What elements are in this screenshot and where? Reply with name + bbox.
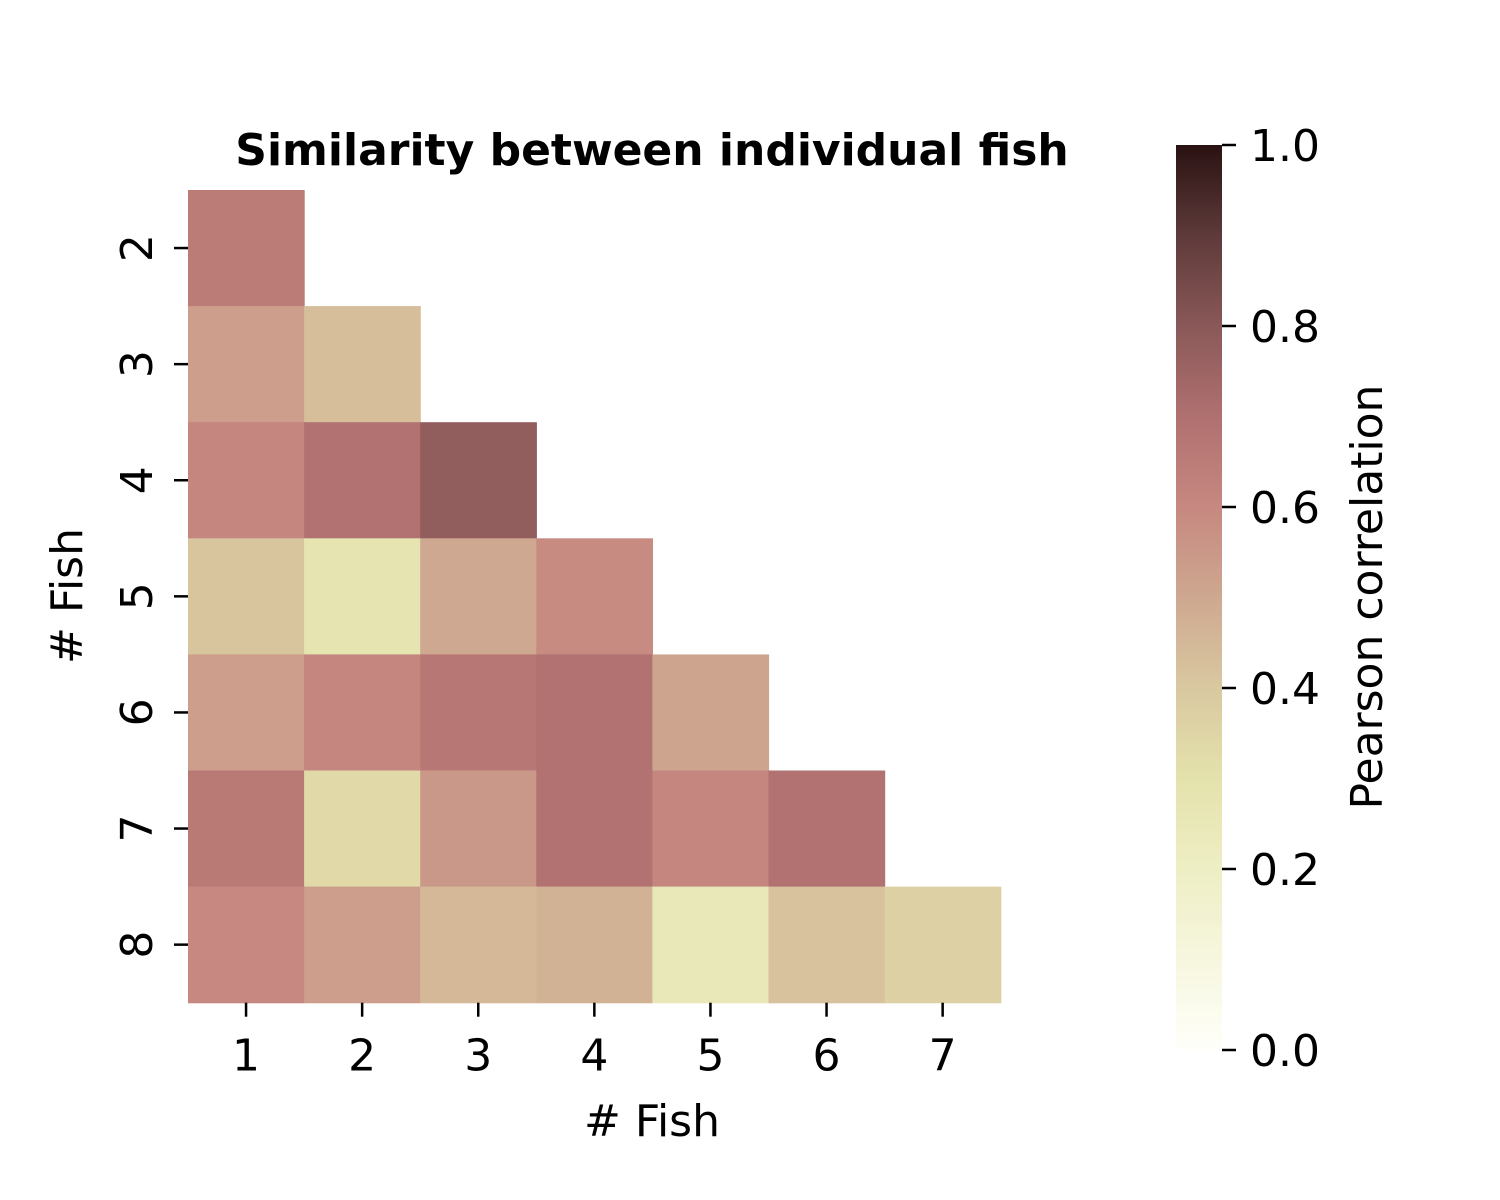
heatmap-cells bbox=[188, 190, 1002, 1004]
heatmap-cell-r7-c6 bbox=[768, 770, 886, 888]
y-axis-ticks: 2 3 4 5 6 7 8 bbox=[112, 234, 188, 959]
heatmap-cell-r8-c3 bbox=[420, 886, 537, 1004]
colorbar-tick-label: 0.4 bbox=[1250, 664, 1320, 715]
x-tick-label: 7 bbox=[929, 1031, 957, 1082]
y-tick-label: 2 bbox=[112, 234, 163, 262]
x-tick-label: 6 bbox=[813, 1031, 841, 1082]
x-axis-label: # Fish bbox=[584, 1096, 720, 1147]
heatmap-cell-r8-c7 bbox=[884, 886, 1002, 1004]
heatmap-cell-r3-c2 bbox=[304, 306, 421, 423]
heatmap-cell-r4-c1 bbox=[188, 422, 305, 539]
x-tick-label: 3 bbox=[464, 1031, 492, 1082]
heatmap-cell-r3-c1 bbox=[188, 306, 305, 423]
heatmap-cell-r5-c2 bbox=[304, 538, 421, 655]
y-tick-label: 4 bbox=[112, 466, 163, 494]
x-tick-label: 4 bbox=[580, 1031, 608, 1082]
x-tick-label: 1 bbox=[232, 1031, 260, 1082]
heatmap-cell-r6-c3 bbox=[420, 654, 537, 772]
heatmap-cell-r7-c2 bbox=[304, 770, 421, 888]
x-tick-label: 2 bbox=[348, 1031, 376, 1082]
heatmap-cell-r5-c4 bbox=[536, 538, 653, 655]
y-tick-label: 5 bbox=[112, 582, 163, 610]
colorbar-label: Pearson correlation bbox=[1342, 385, 1393, 810]
colorbar-tick-label: 0.0 bbox=[1250, 1026, 1320, 1077]
heatmap-cell-r7-c3 bbox=[420, 770, 537, 888]
heatmap-cell-r6-c2 bbox=[304, 654, 421, 772]
x-tick-label: 5 bbox=[696, 1031, 724, 1082]
heatmap-cell-r6-c1 bbox=[188, 654, 305, 772]
chart-title: Similarity between individual fish bbox=[235, 125, 1068, 176]
heatmap-cell-r4-c2 bbox=[304, 422, 421, 539]
heatmap-cell-r5-c3 bbox=[420, 538, 537, 655]
heatmap-cell-r8-c5 bbox=[652, 886, 770, 1004]
heatmap-cell-r7-c4 bbox=[536, 770, 653, 888]
colorbar-tick-label: 0.8 bbox=[1250, 302, 1320, 353]
heatmap-cell-r7-c1 bbox=[188, 770, 305, 888]
y-tick-label: 7 bbox=[112, 815, 163, 843]
colorbar-tick-label: 0.2 bbox=[1250, 845, 1320, 896]
colorbar bbox=[1176, 145, 1222, 1050]
x-axis-ticks: 1 2 3 4 5 6 7 bbox=[232, 1002, 957, 1082]
heatmap-cell-r6-c4 bbox=[536, 654, 653, 772]
heatmap-cell-r6-c5 bbox=[652, 654, 770, 772]
heatmap-cell-r7-c5 bbox=[652, 770, 770, 888]
colorbar-tick-label: 1.0 bbox=[1250, 121, 1320, 172]
heatmap-cell-r8-c4 bbox=[536, 886, 653, 1004]
heatmap-cell-r2-c1 bbox=[188, 190, 305, 307]
heatmap-cell-r4-c3 bbox=[420, 422, 537, 539]
colorbar-ticks: 0.0 0.2 0.4 0.6 0.8 1.0 bbox=[1222, 121, 1320, 1077]
colorbar-tick-label: 0.6 bbox=[1250, 483, 1320, 534]
y-tick-label: 3 bbox=[112, 350, 163, 378]
heatmap-cell-r8-c2 bbox=[304, 886, 421, 1004]
y-tick-label: 6 bbox=[112, 698, 163, 726]
heatmap-cell-r5-c1 bbox=[188, 538, 305, 655]
heatmap-cell-r8-c1 bbox=[188, 886, 305, 1004]
heatmap-cell-r8-c6 bbox=[768, 886, 886, 1004]
y-tick-label: 8 bbox=[112, 931, 163, 959]
y-axis-label: # Fish bbox=[42, 528, 93, 664]
